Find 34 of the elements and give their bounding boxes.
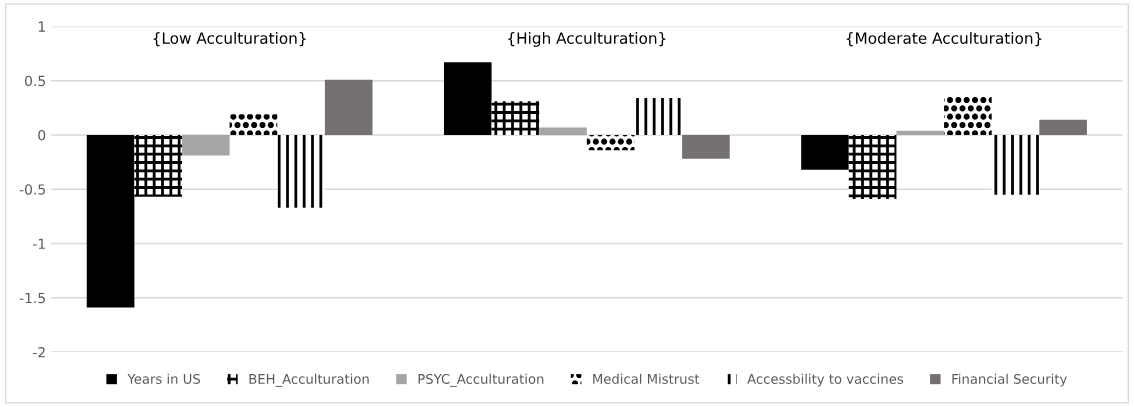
annotation: {High Acculturation} — [508, 32, 666, 47]
bar — [277, 134, 325, 208]
legend-label: Years in US — [127, 373, 200, 384]
y-tick-label: 1 — [38, 21, 45, 32]
bar — [324, 79, 373, 135]
legend-label: Financial Security — [952, 373, 1067, 387]
bar — [229, 114, 278, 135]
y-tick-label: 0.5 — [25, 75, 45, 87]
bar — [991, 134, 1040, 195]
legend-label: PSYC_Acculturation — [418, 373, 544, 387]
bar — [134, 134, 183, 197]
bar — [634, 98, 683, 135]
bar — [944, 95, 992, 135]
legend-label: BEH_Acculturation — [249, 373, 369, 387]
bar — [443, 62, 492, 135]
bar — [539, 127, 587, 135]
bar — [182, 134, 230, 156]
y-tick-label: -0.5 — [19, 184, 45, 195]
bar — [848, 134, 897, 200]
bar — [896, 130, 945, 135]
y-tick-label: 0 — [38, 129, 46, 141]
annotation: {Low Acculturation} — [153, 32, 306, 47]
bar — [1039, 119, 1087, 135]
y-tick-label: -1 — [33, 238, 45, 249]
legend-label: Medical Mistrust — [593, 373, 700, 384]
legend-label: Accessbility to vaccines — [747, 373, 904, 387]
y-tick-label: -2 — [33, 347, 45, 358]
bar — [586, 134, 635, 151]
y-tick-label: -1.5 — [19, 292, 45, 304]
bar — [682, 134, 730, 159]
annotation: {Moderate Acculturation} — [846, 32, 1042, 47]
bar — [86, 134, 135, 308]
bar — [801, 134, 849, 170]
bar — [491, 101, 540, 135]
